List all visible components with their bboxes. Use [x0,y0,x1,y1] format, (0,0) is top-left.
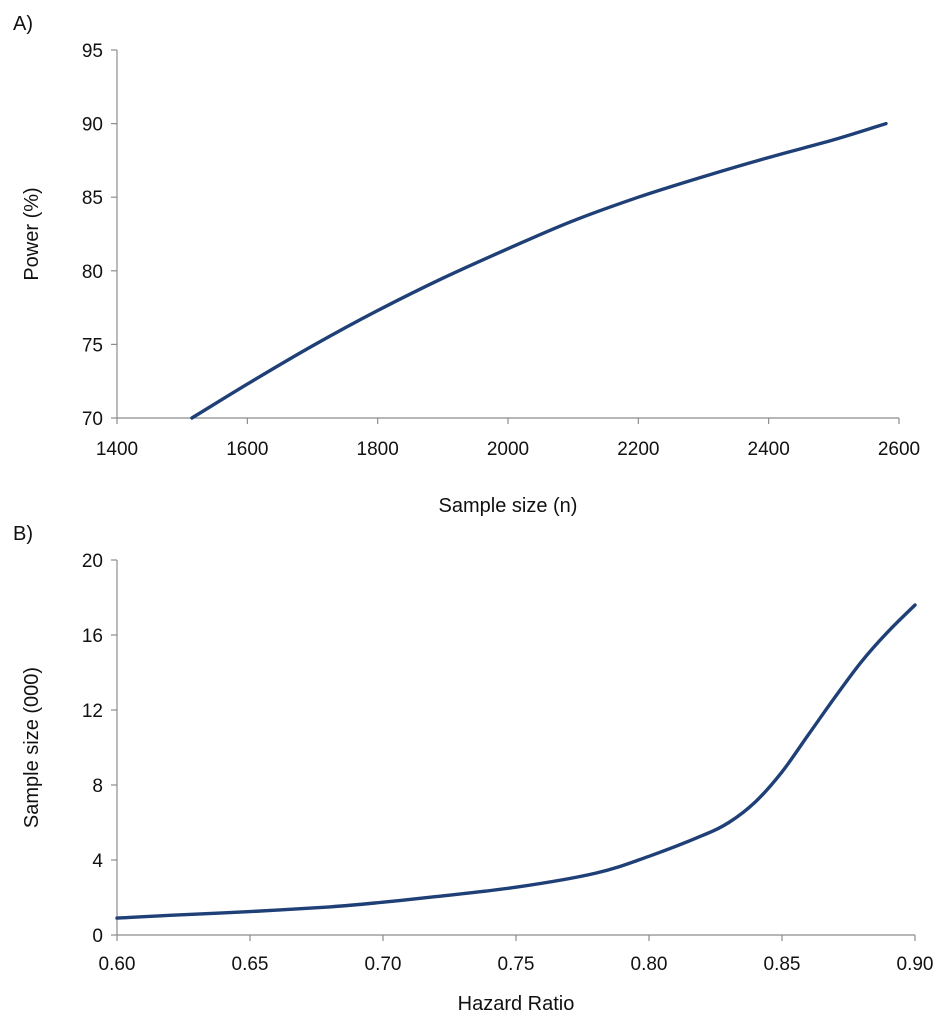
panel-a-x-tick-label: 1600 [226,439,268,460]
panel-b-series-line [115,603,917,920]
panel-b-y-tick-label: 0 [92,926,103,947]
panel-a-x-tick-label: 1400 [96,439,138,460]
panel-b-x-tick-label: 0.85 [764,954,801,975]
panel-a-y-tick-label: 70 [82,409,103,430]
panel-b-y-tick-label: 20 [82,551,103,572]
panel-a-label: A) [13,13,33,35]
panel-a-x-tick-label: 2200 [617,439,659,460]
panel-b-x-axis-title: Hazard Ratio [458,993,575,1015]
panel-a-y-tick-label: 75 [82,335,103,356]
panel-b-label: B) [13,523,33,545]
panel-b-x-tick-label: 0.70 [365,954,402,975]
panel-b-x-tick-label: 0.60 [99,954,136,975]
panel-b-y-axis-title: Sample size (000) [21,667,43,828]
panel-a-series-line [190,121,888,420]
panel-b-x-tick-label: 0.65 [232,954,269,975]
panel-a-x-axis-title: Sample size (n) [439,495,578,517]
panel-b-y-tick-label: 8 [92,776,103,797]
panel-b-x-tick-label: 0.90 [897,954,934,975]
panel-b-x-tick-label: 0.75 [498,954,535,975]
panel-a-x-tick-label: 2000 [487,439,529,460]
panel-b-y-tick-label: 12 [82,701,103,722]
panel-a-y-axis-title: Power (%) [21,187,43,280]
panel-b-x-tick-label: 0.80 [631,954,668,975]
panel-a-y-tick-label: 80 [82,262,103,283]
panel-a-y-tick-label: 95 [82,41,103,62]
panel-b-y-tick-label: 16 [82,626,103,647]
panel-a-x-tick-label: 2400 [748,439,790,460]
panel-a-y-tick-label: 85 [82,188,103,209]
panel-a-y-tick-label: 90 [82,115,103,136]
panel-b-y-tick-label: 4 [92,851,103,872]
panel-a-x-tick-label: 2600 [878,439,920,460]
panel-a-x-tick-label: 1800 [357,439,399,460]
